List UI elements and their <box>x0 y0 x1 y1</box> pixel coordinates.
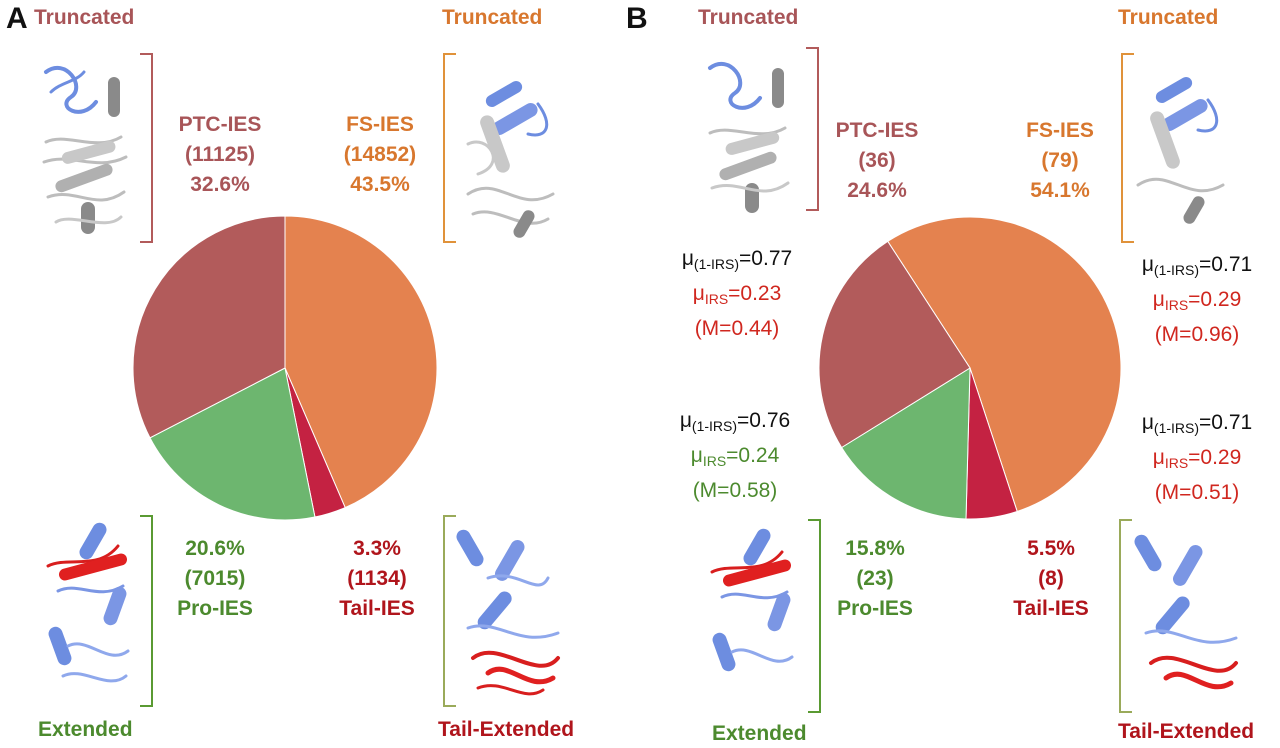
m-value-pro: (M=0.58) <box>692 479 778 502</box>
label-tail-count-b: (8) <box>1038 567 1064 590</box>
mu-annotation-ptc-b: μ(1-IRS)=0.77 μIRS=0.23 (M=0.44) <box>664 244 810 343</box>
protein-structure-truncated-icon <box>708 61 790 213</box>
group-label-truncated-left-b: Truncated <box>698 6 799 29</box>
label-pro-percent-a: 20.6% <box>185 537 245 560</box>
protein-structure-truncated-icon <box>1136 77 1225 224</box>
label-pro-count-a: (7015) <box>184 567 246 590</box>
label-fs-percent-b: 54.1% <box>1030 179 1090 202</box>
bracket-tail-b <box>1119 519 1132 713</box>
label-fs-ies-a: FS-IES (14852) 43.5% <box>320 110 440 200</box>
bracket-fs-a <box>443 53 456 243</box>
pie-slice-ptc-ies <box>132 215 286 439</box>
pie-slice-fs-ies <box>284 215 438 509</box>
label-fs-count-a: (14852) <box>343 143 417 166</box>
pie-chart-a <box>132 215 438 521</box>
label-ptc-percent-b: 24.6% <box>847 179 907 202</box>
protein-structure-extended-icon <box>710 528 794 672</box>
group-label-truncated-right-b: Truncated <box>1118 6 1219 29</box>
m-value-fs: (M=0.96) <box>1154 323 1240 346</box>
protein-structure-tail-extended-icon <box>456 529 560 696</box>
mu-irs-fs: μIRS=0.29 <box>1152 288 1242 313</box>
m-value-tail: (M=0.51) <box>1154 481 1240 504</box>
label-pro-percent-b: 15.8% <box>845 537 905 560</box>
label-pro-name-b: Pro-IES <box>837 597 913 620</box>
mu-irs-pro: μIRS=0.24 <box>690 444 780 469</box>
group-label-tail-extended-a: Tail-Extended <box>438 718 575 741</box>
label-pro-count-b: (23) <box>856 567 894 590</box>
bracket-tail-a <box>443 515 456 707</box>
label-fs-name-a: FS-IES <box>346 113 414 136</box>
label-fs-ies-b: FS-IES (79) 54.1% <box>1000 116 1120 206</box>
mu-1irs-pro: μ(1-IRS)=0.76 <box>679 409 791 434</box>
label-pro-name-a: Pro-IES <box>177 597 253 620</box>
label-fs-count-b: (79) <box>1041 149 1079 172</box>
panel-label-b: B <box>626 2 648 35</box>
label-fs-percent-a: 43.5% <box>350 173 410 196</box>
label-fs-name-b: FS-IES <box>1026 119 1094 142</box>
pie-slice-ptc-ies <box>818 240 971 449</box>
label-ptc-ies-a: PTC-IES (11125) 32.6% <box>160 110 280 200</box>
mu-annotation-pro-b: μ(1-IRS)=0.76 μIRS=0.24 (M=0.58) <box>662 406 808 505</box>
label-tail-percent-b: 5.5% <box>1027 537 1075 560</box>
label-ptc-percent-a: 32.6% <box>190 173 250 196</box>
mu-irs-tail: μIRS=0.29 <box>1152 446 1242 471</box>
label-tail-percent-a: 3.3% <box>353 537 401 560</box>
label-tail-count-a: (1134) <box>347 567 407 590</box>
bracket-ptc-a <box>140 53 153 243</box>
label-ptc-count-b: (36) <box>858 149 896 172</box>
label-pro-ies-a: 20.6% (7015) Pro-IES <box>160 534 270 624</box>
bracket-pro-a <box>140 515 153 707</box>
label-tail-ies-b: 5.5% (8) Tail-IES <box>996 534 1106 624</box>
panel-label-a: A <box>6 2 28 35</box>
mu-annotation-fs-b: μ(1-IRS)=0.71 μIRS=0.29 (M=0.96) <box>1124 250 1270 349</box>
pie-slice-pro-ies <box>149 367 316 521</box>
mu-1irs-tail: μ(1-IRS)=0.71 <box>1141 411 1253 436</box>
group-label-truncated-left-a: Truncated <box>34 6 135 29</box>
label-ptc-name-a: PTC-IES <box>178 113 262 136</box>
protein-structure-truncated-icon <box>42 65 128 234</box>
mu-1irs-fs: μ(1-IRS)=0.71 <box>1141 253 1253 278</box>
group-label-extended-b: Extended <box>712 722 807 745</box>
label-ptc-ies-b: PTC-IES (36) 24.6% <box>812 116 942 206</box>
label-tail-name-a: Tail-IES <box>339 597 415 620</box>
label-pro-ies-b: 15.8% (23) Pro-IES <box>820 534 930 624</box>
group-label-extended-a: Extended <box>38 718 133 741</box>
group-label-tail-extended-b: Tail-Extended <box>1118 720 1255 743</box>
bracket-pro-b <box>808 519 821 713</box>
m-value-ptc: (M=0.44) <box>694 317 780 340</box>
group-label-truncated-right-a: Truncated <box>442 6 543 29</box>
bracket-ptc-b <box>806 47 819 211</box>
label-ptc-name-b: PTC-IES <box>835 119 919 142</box>
mu-annotation-tail-b: μ(1-IRS)=0.71 μIRS=0.29 (M=0.51) <box>1124 408 1270 507</box>
protein-structure-extended-icon <box>46 522 130 683</box>
mu-irs-ptc: μIRS=0.23 <box>692 282 782 307</box>
label-tail-name-b: Tail-IES <box>1013 597 1089 620</box>
pie-slice-fs-ies <box>887 216 1122 513</box>
mu-1irs-ptc: μ(1-IRS)=0.77 <box>681 247 793 272</box>
protein-structure-tail-extended-icon <box>1134 534 1238 690</box>
label-tail-ies-a: 3.3% (1134) Tail-IES <box>322 534 432 624</box>
bracket-fs-b <box>1121 53 1134 243</box>
pie-slice-pro-ies <box>840 367 971 520</box>
protein-structure-truncated-icon <box>466 81 555 238</box>
pie-chart-b <box>818 216 1122 520</box>
label-ptc-count-a: (11125) <box>184 143 256 166</box>
